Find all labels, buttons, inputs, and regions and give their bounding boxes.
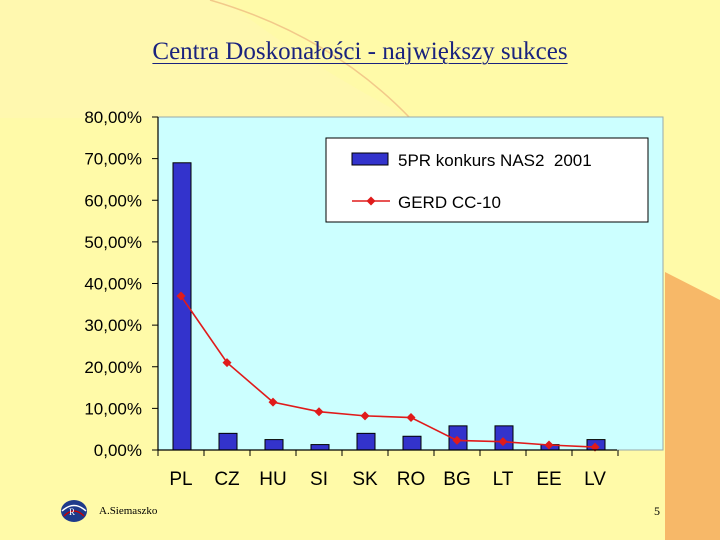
y-tick-label: 70,00% bbox=[84, 150, 142, 169]
slide-title: Centra Doskonałości - największy sukces bbox=[152, 38, 568, 65]
bar bbox=[218, 432, 238, 451]
legend-bar-swatch bbox=[351, 152, 389, 166]
x-tick-label: LV bbox=[584, 469, 606, 490]
x-tick-label: CZ bbox=[214, 469, 240, 490]
author-label: A.Siemaszko bbox=[99, 505, 158, 517]
svg-text:R: R bbox=[69, 507, 75, 517]
y-tick-label: 50,00% bbox=[84, 233, 142, 252]
line-point bbox=[498, 437, 508, 447]
bar bbox=[402, 435, 422, 451]
x-tick-label: RO bbox=[397, 469, 426, 490]
x-tick-label: HU bbox=[259, 469, 286, 490]
x-tick-label: SI bbox=[310, 469, 328, 490]
bar bbox=[356, 432, 376, 451]
legend-label: 5PR konkurs NAS2 2001 bbox=[398, 151, 592, 170]
line-point bbox=[406, 413, 416, 423]
legend-label: GERD CC-10 bbox=[398, 193, 501, 212]
line-point bbox=[360, 411, 370, 421]
line-point bbox=[314, 407, 324, 417]
line-point bbox=[590, 442, 600, 452]
logo-icon: R bbox=[61, 500, 87, 522]
series-line bbox=[180, 295, 596, 448]
x-tick-label: LT bbox=[493, 469, 514, 490]
bar bbox=[264, 439, 284, 451]
line-point bbox=[176, 291, 186, 301]
bar bbox=[494, 425, 514, 451]
y-tick-label: 60,00% bbox=[84, 191, 142, 210]
y-tick-label: 30,00% bbox=[84, 316, 142, 335]
y-tick-label: 40,00% bbox=[84, 275, 142, 294]
x-tick-label: EE bbox=[536, 469, 561, 490]
bar bbox=[310, 444, 330, 451]
y-tick-label: 10,00% bbox=[84, 399, 142, 418]
y-tick-label: 0,00% bbox=[94, 441, 142, 460]
x-tick-label: SK bbox=[352, 469, 378, 490]
line-point bbox=[452, 435, 462, 445]
x-tick-label: BG bbox=[443, 469, 470, 490]
line-point bbox=[544, 440, 554, 450]
y-tick-label: 80,00% bbox=[84, 108, 142, 127]
line-point bbox=[268, 397, 278, 407]
legend-box bbox=[325, 137, 649, 223]
y-tick-label: 20,00% bbox=[84, 358, 142, 377]
page-number: 5 bbox=[654, 504, 660, 518]
x-tick-label: PL bbox=[169, 469, 192, 490]
orange-accent-shape bbox=[665, 272, 720, 540]
legend-line-marker bbox=[366, 196, 376, 206]
line-point bbox=[222, 358, 232, 368]
